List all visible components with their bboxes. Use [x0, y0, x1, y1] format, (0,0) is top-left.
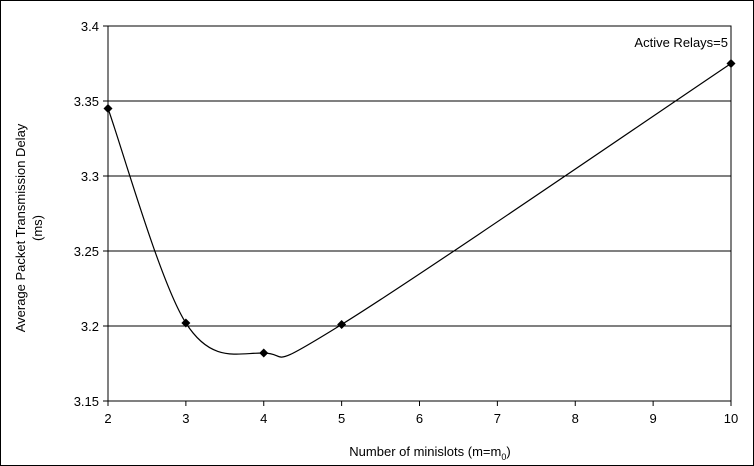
- y-tick-label: 3.4: [81, 19, 99, 34]
- data-point-marker: [103, 104, 113, 113]
- y-tick-label: 3.2: [81, 319, 99, 334]
- x-axis-label: Number of minislots (m=m0): [349, 444, 510, 462]
- x-tick-label: 9: [650, 411, 657, 426]
- series-markers: [103, 59, 736, 358]
- x-tick-label: 8: [572, 411, 579, 426]
- data-point-marker: [337, 320, 347, 329]
- x-tick-label: 10: [724, 411, 738, 426]
- y-axis-label-line1: Average Packet Transmission Delay: [13, 123, 28, 332]
- data-point-marker: [726, 59, 736, 68]
- y-tick-label: 3.3: [81, 169, 99, 184]
- data-point-marker: [259, 348, 269, 358]
- data-point-marker: [181, 318, 191, 328]
- x-axis-ticks: 2 3 4 5 6 7 8 9 10: [104, 401, 738, 426]
- y-tick-label: 3.15: [74, 394, 99, 409]
- y-tick-label: 3.35: [74, 94, 99, 109]
- x-tick-label: 4: [260, 411, 267, 426]
- series-line: [107, 63, 732, 358]
- gridlines: [108, 100, 731, 327]
- plot-area: [107, 25, 732, 402]
- y-tick-label: 3.25: [74, 244, 99, 259]
- annotation-active-relays: Active Relays=5: [634, 35, 728, 50]
- x-tick-label: 3: [182, 411, 189, 426]
- y-axis-ticks: 3.15 3.2 3.25 3.3 3.35 3.4: [74, 19, 108, 409]
- x-tick-label: 7: [494, 411, 501, 426]
- y-axis-label-line2: (ms): [30, 215, 45, 241]
- x-tick-label: 6: [416, 411, 423, 426]
- x-tick-label: 2: [104, 411, 111, 426]
- x-tick-label: 5: [338, 411, 345, 426]
